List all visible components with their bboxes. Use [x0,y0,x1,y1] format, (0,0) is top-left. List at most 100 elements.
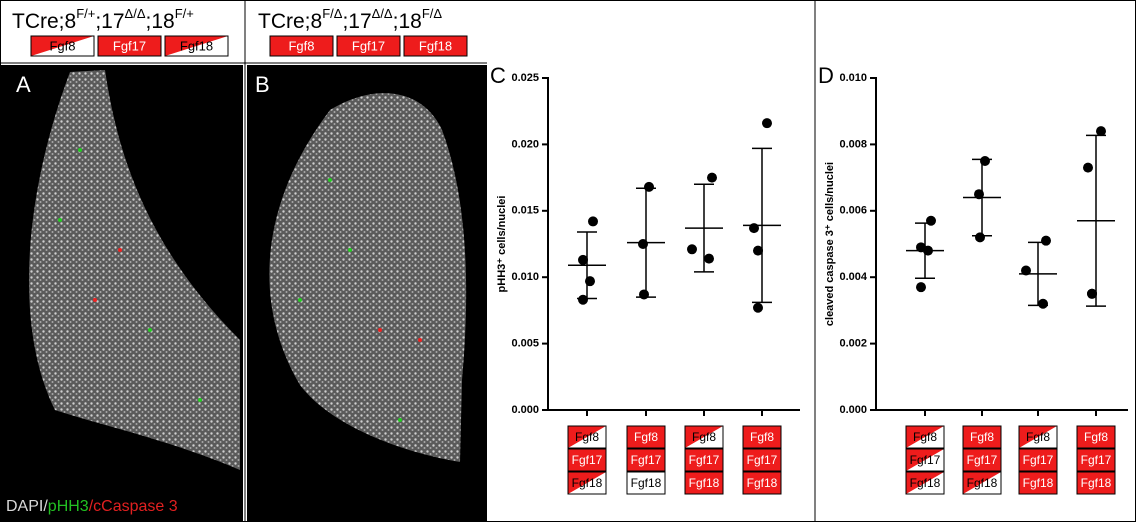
gene-box-border [962,425,1002,449]
data-point [638,239,648,249]
gene-label: Fgf8 [49,38,75,53]
gene-box-half [906,472,944,494]
gene-label: Fgf8 [575,430,599,444]
data-point [974,189,984,200]
gene-box-border [962,448,1002,472]
data-point [1021,265,1031,276]
y-tick-label: 0.008 [839,138,867,150]
gene-label: Fgf17 [747,453,778,467]
genotype: TCre;8F/Δ;17Δ/Δ;18F/Δ [258,6,442,32]
y-tick-label: 0.005 [511,338,539,350]
y-tick-label: 0.015 [511,205,539,217]
gene-label: Fgf17 [572,453,603,467]
data-point [639,289,649,300]
gene-box-half [906,449,944,471]
panel-letter: C [490,63,506,88]
gene-label: Fgf18 [631,476,662,490]
gene-box-border [1018,425,1058,449]
gene-box-half [963,472,1001,494]
gene-label: Fgf18 [910,476,941,490]
data-point [916,282,926,293]
data-point [753,245,763,256]
gene-label: Fgf17 [910,453,941,467]
gene-box-half [1019,426,1057,448]
gene-box-border [30,35,95,57]
gene-box-border [164,35,229,57]
data-point [926,215,936,226]
y-tick-label: 0.000 [839,404,867,416]
gene-label: Fgf8 [970,430,994,444]
data-point [1041,235,1051,246]
gene-label: Fgf18 [689,476,720,490]
data-point [578,254,588,265]
gene-box-half [906,426,944,448]
gene-box-border [742,448,782,472]
gene-box-border [1076,471,1116,495]
gene-box-border [962,471,1002,495]
gene-label: Fgf8 [750,430,774,444]
data-point [749,223,759,234]
tissue-b [269,93,467,462]
gene-label: Fgf18 [1081,476,1112,490]
gene-label: Fgf8 [692,430,716,444]
gene-box-half [31,36,94,56]
data-point [762,118,772,129]
gene-label: Fgf17 [1081,453,1112,467]
data-point [704,253,714,264]
panel-letter: A [16,72,31,97]
data-point [585,276,595,287]
data-point [644,181,654,192]
gene-label: Fgf17 [113,38,146,53]
gene-label: Fgf18 [180,38,213,53]
gene-box-border [1076,448,1116,472]
data-point [687,244,697,255]
stain-legend: DAPI/pHH3/cCaspase 3 [6,498,178,515]
gene-label: Fgf18 [1023,476,1054,490]
genotype-text: ;17 [95,10,124,33]
gene-label: Fgf8 [1026,430,1050,444]
y-tick-label: 0.002 [839,338,867,350]
gene-box-border [567,425,607,449]
stained-cells [58,148,422,422]
data-point [578,294,588,305]
gene-box-border [684,471,724,495]
data-point [1038,298,1048,309]
gene-label: Fgf17 [1023,453,1054,467]
y-tick-label: 0.010 [839,72,867,84]
gene-box-border [905,448,945,472]
gene-box-border [567,471,607,495]
genotype-text: ;18 [146,10,175,33]
gene-label: Fgf17 [352,38,385,53]
legend-part: /cCaspase 3 [89,498,178,515]
y-tick-label: 0.020 [511,138,539,150]
gene-box-border [626,448,666,472]
data-point [923,245,933,256]
y-tick-label: 0.000 [511,404,539,416]
tissue-a [28,70,241,470]
panel-letter: B [255,72,270,97]
gene-box-border [1018,448,1058,472]
legend-part: DAPI/ [6,498,48,515]
gene-box-border [269,35,334,57]
gene-label: Fgf18 [747,476,778,490]
genotype-superscript: F/+ [175,6,194,21]
gene-box-half [685,426,723,448]
genotype-text: ;17 [342,10,371,33]
y-axis-label: cleaved caspase 3⁺ cells/nuclei [824,162,836,326]
data-point [753,302,763,313]
genotype-superscript: F/+ [76,6,95,21]
genotype-text: TCre;8 [258,10,322,33]
gene-label: Fgf17 [689,453,720,467]
gene-label: Fgf17 [631,453,662,467]
gene-label: Fgf8 [634,430,658,444]
gene-label: Fgf17 [967,453,998,467]
gene-box-border [905,471,945,495]
legend-part: pHH3 [48,498,89,515]
gene-box-half [568,426,606,448]
gene-box-border [742,471,782,495]
gene-box-border [684,448,724,472]
gene-box-border [905,425,945,449]
genotype-superscript: F/Δ [322,6,343,21]
